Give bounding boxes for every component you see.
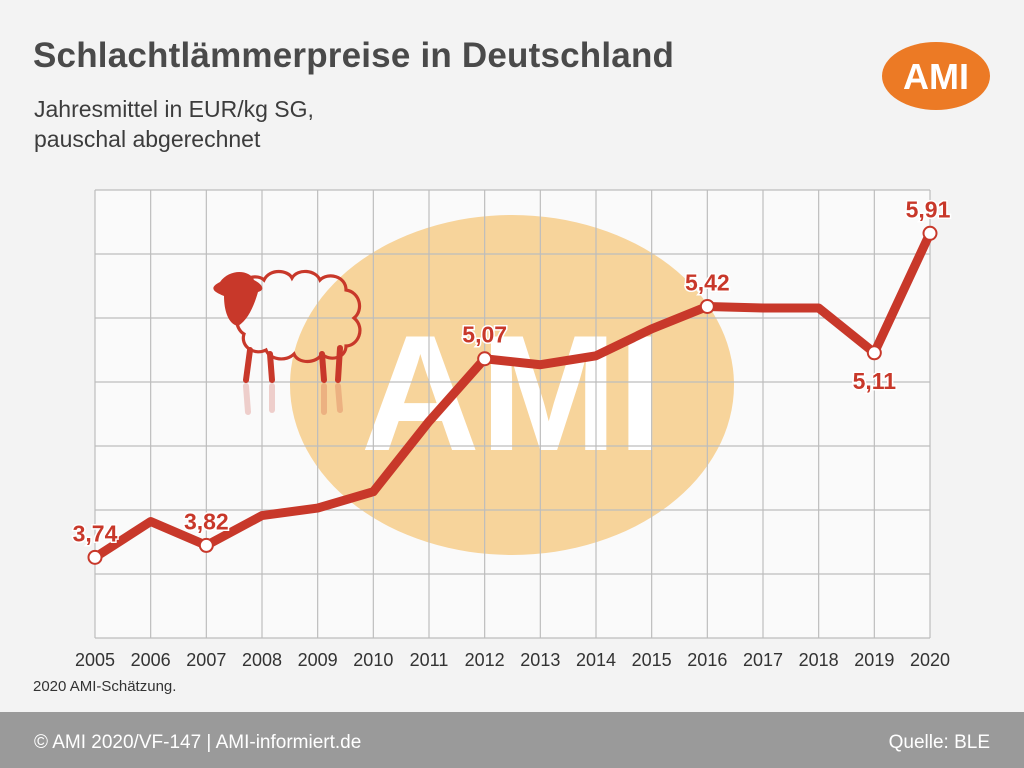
data-point-marker: [198, 537, 214, 553]
data-label: 5,91: [906, 196, 951, 222]
footnote: 2020 AMI-Schätzung.: [33, 678, 177, 695]
data-point-marker: [699, 298, 715, 314]
x-tick-label: 2018: [799, 650, 839, 670]
subtitle-line-2: pauschal abgerechnet: [34, 126, 261, 152]
ami-logo: AMI: [882, 42, 990, 110]
x-tick-label: 2009: [298, 650, 338, 670]
sheep-leg: [335, 345, 343, 383]
x-tick-label: 2012: [465, 650, 505, 670]
x-tick-label: 2011: [410, 650, 449, 670]
data-label: 5,42: [685, 269, 730, 295]
x-tick-label: 2016: [687, 650, 727, 670]
x-tick-label: 2013: [520, 650, 560, 670]
chart-canvas: AMI 2005 2006 2007 2008 2009 2010 2011 2012 2013 2…: [71, 189, 952, 670]
data-point-marker: [477, 351, 493, 367]
sheep-reflection: [243, 383, 343, 415]
watermark-text: AMI: [361, 301, 663, 485]
sheep-icon: [213, 269, 362, 415]
data-point-marker: [866, 345, 882, 361]
x-tick-label: 2019: [854, 650, 894, 670]
watermark-ellipse: [290, 215, 734, 555]
data-label: 3,74: [73, 520, 118, 546]
data-point-marker: [922, 225, 938, 241]
x-tick-label: 2005: [75, 650, 115, 670]
sheep-reflection-leg: [335, 383, 343, 413]
footer-bar: © AMI 2020/VF-147 | AMI-informiert.de Qu…: [0, 712, 1024, 768]
x-tick-label: 2014: [576, 650, 616, 670]
sheep-head: [213, 272, 263, 326]
sheep-reflection-leg: [243, 383, 251, 415]
data-label: 5,07: [462, 322, 507, 348]
x-tick-label: 2006: [131, 650, 171, 670]
footer-source: Quelle: BLE: [888, 732, 990, 753]
x-tick-label: 2017: [743, 650, 783, 670]
logo-text: AMI: [903, 56, 969, 97]
sheep-legs: [243, 345, 343, 383]
x-tick-label: 2010: [353, 650, 393, 670]
sheep-leg: [243, 347, 253, 383]
sheep-wool: [235, 269, 362, 364]
data-point-marker: [87, 549, 103, 565]
data-label: 3,82: [184, 508, 229, 534]
x-tick-label: 2007: [186, 650, 226, 670]
x-tick-label: 2008: [242, 650, 282, 670]
sheep-leg: [267, 351, 275, 383]
data-label: 5,11: [853, 368, 897, 394]
footer-copyright: © AMI 2020/VF-147 | AMI-informiert.de: [34, 732, 362, 753]
chart-title: Schlachtlämmerpreise in Deutschland: [33, 36, 675, 75]
sheep-leg: [319, 351, 327, 383]
subtitle-line-1: Jahresmittel in EUR/kg SG,: [34, 96, 314, 122]
x-tick-label: 2015: [632, 650, 672, 670]
series-line: [90, 228, 935, 562]
chart-subtitle: Jahresmittel in EUR/kg SG, pauschal abge…: [34, 94, 314, 154]
x-tick-label: 2020: [910, 650, 950, 670]
grid: [94, 189, 931, 639]
